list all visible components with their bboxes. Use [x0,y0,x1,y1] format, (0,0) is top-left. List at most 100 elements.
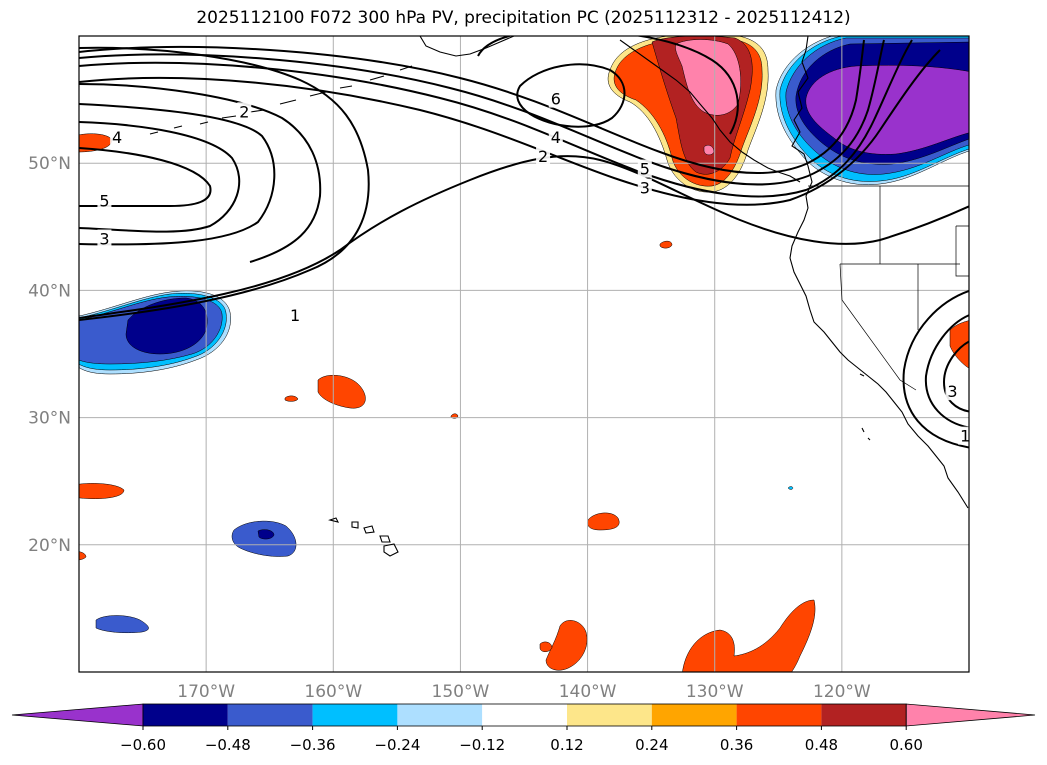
pv-contour-se-1 [902,290,969,449]
contour-label: 3 [640,179,650,198]
map-frame [78,35,970,673]
latitude-gridlines [79,162,969,546]
precip-contour-neg-extend [805,65,969,155]
colorbar-segment [227,704,313,726]
colorbar-extend-max [905,703,1036,727]
colorbar-segment [651,704,737,726]
colorbar-segment [567,704,652,726]
precip-contour-neg-small-1-core [257,529,275,540]
contour-label: 6 [551,90,561,109]
pv-contour-2 [79,49,941,206]
colorbar-tick-label: −0.60 [120,736,166,754]
colorbar-frame [142,703,907,727]
contour-label-bg [288,305,303,324]
colorbar-tick-label: 0.48 [805,736,838,754]
aleutian-islands [149,65,413,135]
lon-label: 150°W [432,682,490,702]
hawaii-islands [328,517,399,557]
precip-blob-southern-1 [545,620,588,671]
colorbar-segment [821,704,907,726]
precip-blob-southern-4 [949,320,969,369]
precip-contour-neg-small-3 [787,486,794,490]
contour-label-bg [536,146,551,165]
pv-contour-west-3 [79,103,276,246]
coastlines [149,36,969,557]
contour-label-bg [637,178,652,197]
channel-islands [859,373,871,441]
precip-blob-west-low-2 [79,551,87,561]
contour-label-bg [945,382,960,401]
longitude-labels: 170°W 160°W 150°W 140°W 130°W 120°W [177,682,871,702]
alaska-panhandle-coast [619,39,801,183]
colorbar-tick-label: −0.48 [205,736,251,754]
contour-label: 5 [99,191,109,210]
colorbar-tick-label: 0.60 [889,736,922,754]
contour-label-bg [97,191,112,210]
lat-label: 40°N [28,281,71,301]
lat-label: 30°N [28,409,71,429]
colorbar-tick-label: 0.24 [635,736,668,754]
colorbar-tick-labels: −0.60 −0.48 −0.36 −0.24 −0.12 0.12 0.24 0.36 0.4… [120,726,923,754]
precip-blob-mid-1 [317,374,366,409]
colorbar-tick-label: −0.36 [290,736,336,754]
colorbar-tick-label: −0.12 [459,736,505,754]
precip-blob-central-south [587,512,620,531]
precip-blob-mid-2 [284,395,299,402]
contour-label-bg [97,229,112,248]
contour-label-bg [237,102,252,121]
precip-anomaly-scattered [79,133,969,672]
contour-label: 3 [947,382,957,401]
colorbar [11,703,1036,727]
lat-label: 50°N [28,154,71,174]
colorbar-segment [143,704,228,726]
colorbar-tick-label: 0.12 [550,736,583,754]
contour-label: 4 [112,128,122,147]
lat-label: 20°N [28,536,71,556]
pv-contour-1 [79,155,969,319]
colorbar-tick-label: 0.36 [720,736,753,754]
precip-blob-west-low [79,483,125,499]
pv-contour-5 [79,39,865,175]
us-state-border-1 [808,185,969,391]
contour-label-bg [637,159,652,178]
contour-label: 3 [99,230,109,249]
pv-contour-se-2 [924,314,969,429]
pv-contour-west-5 [79,147,212,208]
precip-contour-neg-small-2 [95,615,149,634]
contour-label: 5 [640,160,650,179]
pv-contour-6 [516,63,626,128]
precip-contour-0.60-small [703,144,715,156]
contour-label: 1 [960,427,970,446]
alaska-mainland-edge [419,36,515,57]
pv-contour-west-1 [79,46,370,321]
contour-label: 1 [290,306,300,325]
contour-label: 2 [239,102,249,121]
precip-blob-southern-3 [682,599,816,672]
contour-label-bg [110,127,125,146]
colorbar-tick-label: −0.24 [374,736,420,754]
contour-label: 2 [538,147,548,166]
pv-contour-west-2 [79,83,322,263]
contour-label-bg [548,89,563,108]
colorbar-segment [312,704,398,726]
colorbar-extend-min [11,703,144,727]
precip-blob-near-coast [659,240,673,249]
colorbar-segment [397,704,483,726]
latitude-labels: 50°N 40°N 30°N 20°N [28,154,71,556]
pv-contour-se-3 [942,340,969,413]
contour-label: 4 [551,128,561,147]
contour-label-bg [548,127,563,146]
precip-contour-0.60 [675,39,741,116]
map-title: 2025112100 F072 300 hPa PV, precipitatio… [196,8,851,28]
lon-label: 170°W [177,682,235,702]
north-america-west-coast [789,36,969,509]
lon-label: 140°W [559,682,617,702]
lon-label: 130°W [686,682,744,702]
contour-label-bg [958,426,969,445]
pv-contour-6b [477,36,739,135]
colorbar-segment [482,704,567,726]
us-state-border-2 [955,225,969,277]
